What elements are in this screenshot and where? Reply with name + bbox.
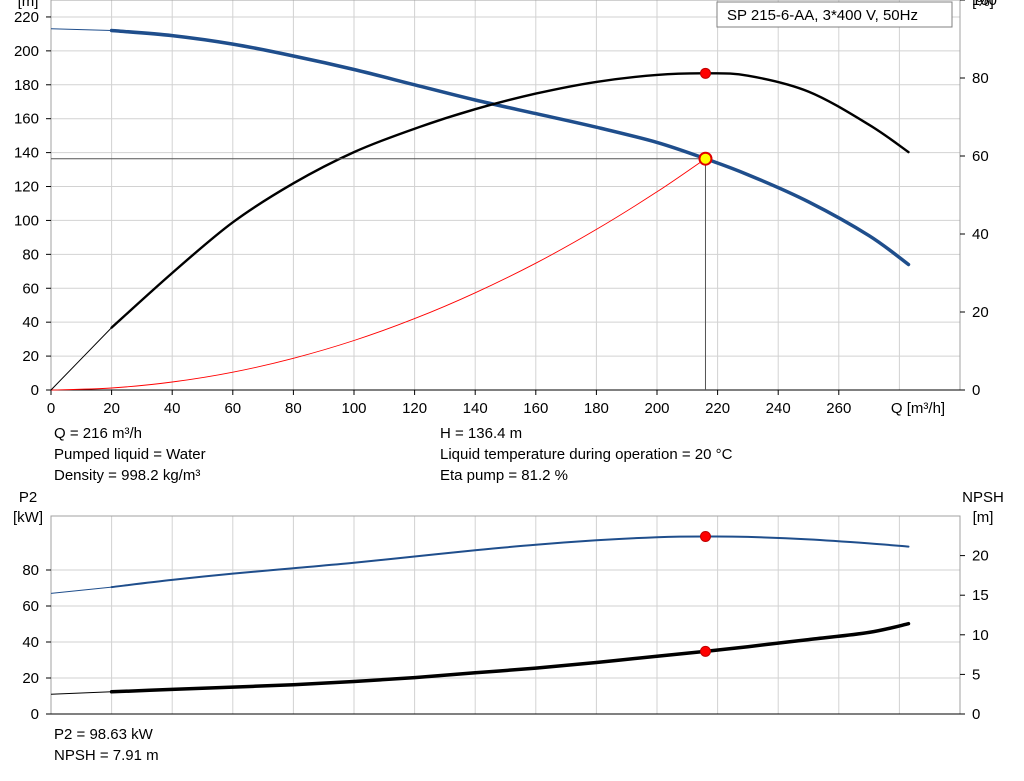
info-head: H = 136.4 m xyxy=(440,425,523,442)
y-left-tick-label: 20 xyxy=(22,348,39,365)
power-operating-point xyxy=(699,530,711,542)
info-density: Density = 998.2 kg/m³ xyxy=(54,467,201,484)
info-eta-pump: Eta pump = 81.2 % xyxy=(440,467,568,484)
y-right-tick-label: 10 xyxy=(972,627,989,644)
y-left-tick-label: 0 xyxy=(31,382,39,399)
y-left-tick-label: 140 xyxy=(14,145,39,162)
plot-frame xyxy=(50,515,961,715)
y-right-tick-label: 0 xyxy=(972,382,980,399)
chart-title-frame xyxy=(716,1,953,28)
efficiency-curve-line-extrapolated xyxy=(50,327,112,391)
npsh-curve-line xyxy=(109,621,911,694)
y-right-tick-label: 100 xyxy=(972,0,997,9)
y-left-tick-label: 60 xyxy=(22,598,39,615)
x-tick-label: 140 xyxy=(463,400,488,417)
x-tick-label: 20 xyxy=(103,400,120,417)
y-left-tick-label: 100 xyxy=(14,212,39,229)
x-tick-label: 240 xyxy=(766,400,791,417)
chart-title-box: SP 215-6-AA, 3*400 V, 50Hz xyxy=(716,1,953,28)
y-right-tick-label: 20 xyxy=(972,548,989,565)
x-tick-label: 200 xyxy=(644,400,669,417)
y-right-tick-label: 15 xyxy=(972,587,989,604)
info-npsh: NPSH = 7.91 m xyxy=(54,747,159,764)
x-tick-label: 220 xyxy=(705,400,730,417)
y-left-tick-label: 180 xyxy=(14,77,39,94)
y-right-axis-label: NPSH xyxy=(962,489,1004,506)
head-operating-point xyxy=(698,151,713,166)
y-left-tick-label: 80 xyxy=(22,246,39,263)
npsh-operating-point xyxy=(699,645,711,657)
y-left-tick-label: 120 xyxy=(14,179,39,196)
y-left-tick-label: 160 xyxy=(14,111,39,128)
plot-frame xyxy=(50,0,961,391)
y-left-tick-label: 60 xyxy=(22,280,39,297)
x-tick-label: 40 xyxy=(164,400,181,417)
power-npsh-chart: 0 20 40 60 80 0 5 10 15 20 P2 [kW] NPSH [m] xyxy=(13,489,1004,723)
info-liquid-temperature: Liquid temperature during operation = 20… xyxy=(440,446,733,463)
info-pumped-liquid: Pumped liquid = Water xyxy=(54,446,206,463)
y-left-axis-unit: [kW] xyxy=(13,509,43,526)
x-tick-label: 100 xyxy=(341,400,366,417)
y-left-axis-label: P2 xyxy=(19,489,37,506)
x-tick-label: 180 xyxy=(584,400,609,417)
y-left-tick-label: 220 xyxy=(14,9,39,26)
y-right-axis-unit: [m] xyxy=(973,509,994,526)
power-curve-line xyxy=(110,535,910,589)
x-tick-label: 80 xyxy=(285,400,302,417)
y-left-tick-label: 200 xyxy=(14,43,39,60)
x-tick-label: 120 xyxy=(402,400,427,417)
efficiency-operating-point xyxy=(699,67,711,79)
y-right-tick-label: 60 xyxy=(972,148,989,165)
head-curve-line xyxy=(109,28,911,267)
npsh-curve-line-extrapolated xyxy=(50,691,112,695)
y-left-tick-label: 40 xyxy=(22,314,39,331)
efficiency-curve-line xyxy=(110,72,910,329)
x-tick-label: 60 xyxy=(224,400,241,417)
y-right-axis-unit: [%] xyxy=(972,0,994,10)
x-axis-label: Q [m³/h] xyxy=(891,400,945,417)
y-left-tick-label: 80 xyxy=(22,562,39,579)
head-efficiency-chart: 0204060801001201401601802002200204060801… xyxy=(14,0,997,417)
y-left-tick-label: 40 xyxy=(22,634,39,651)
y-left-tick-label: 0 xyxy=(31,706,39,723)
chart-title: SP 215-6-AA, 3*400 V, 50Hz xyxy=(727,7,918,24)
x-tick-label: 0 xyxy=(47,400,55,417)
system-curve-line xyxy=(50,158,706,391)
y-right-tick-label: 5 xyxy=(972,666,980,683)
y-right-tick-label: 20 xyxy=(972,304,989,321)
info-flow: Q = 216 m³/h xyxy=(54,425,142,442)
head-curve-line-extrapolated xyxy=(50,28,112,31)
power-curve-line-extrapolated xyxy=(50,586,112,594)
info-power-p2: P2 = 98.63 kW xyxy=(54,726,153,743)
x-tick-label: 160 xyxy=(523,400,548,417)
y-right-tick-label: 80 xyxy=(972,70,989,87)
y-right-tick-label: 0 xyxy=(972,706,980,723)
y-left-axis-unit: [m] xyxy=(18,0,39,10)
y-right-tick-label: 40 xyxy=(972,226,989,243)
x-tick-label: 260 xyxy=(826,400,851,417)
y-left-tick-label: 20 xyxy=(22,670,39,687)
